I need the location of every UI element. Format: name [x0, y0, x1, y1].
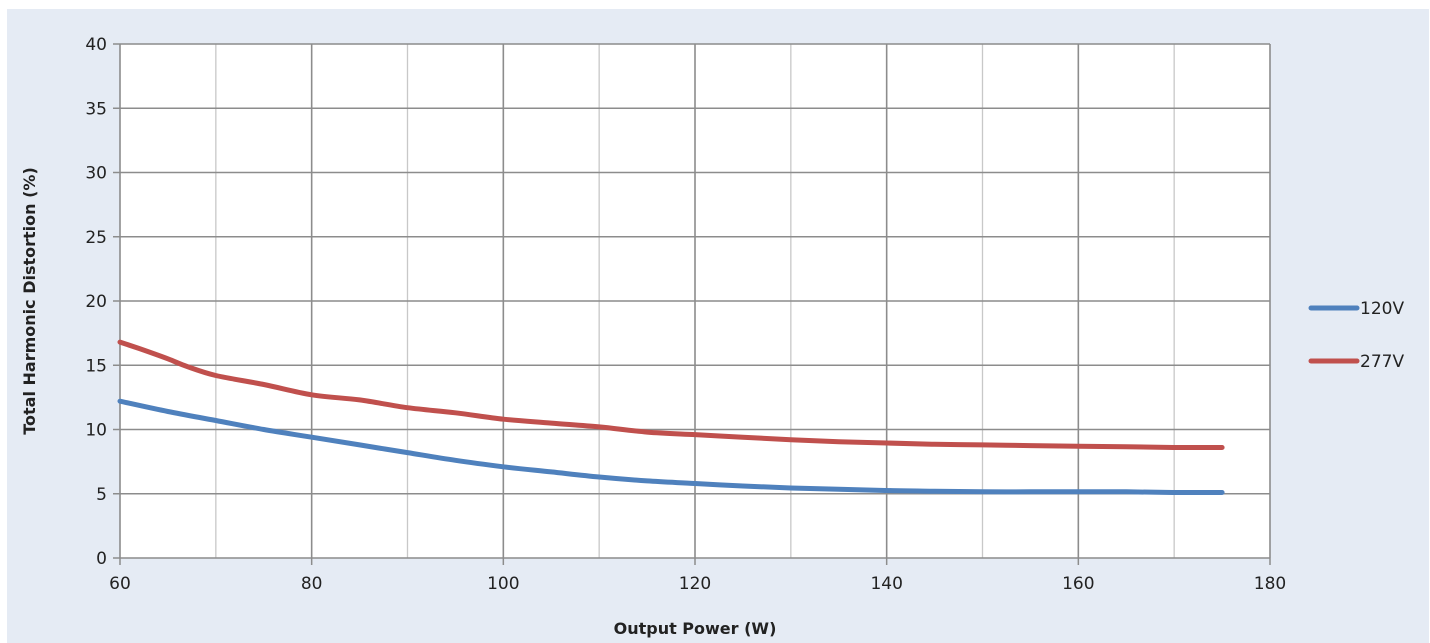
series-line-120V: [117, 398, 1225, 496]
y-axis-title: Total Harmonic Distortion (%): [20, 167, 39, 435]
x-axis-title: Output Power (W): [614, 619, 777, 638]
x-tick-label: 100: [487, 574, 519, 594]
x-tick-label: 120: [679, 574, 711, 594]
chart-area: 0 5 10 15 20 25 30 35 40 60 80 100 120 140 160 180 Outp…: [7, 9, 1429, 643]
series-line-277V: [117, 339, 1225, 451]
x-tick-label: 140: [870, 574, 902, 594]
x-tick-label: 180: [1254, 574, 1286, 594]
y-tick-label: 5: [96, 485, 107, 505]
grid: [120, 43, 1270, 558]
legend-label-277V: 277V: [1360, 352, 1404, 372]
y-tick-label: 30: [85, 164, 107, 184]
y-tick-label: 40: [85, 35, 107, 55]
series-lines: [117, 339, 1225, 496]
y-tick-label: 10: [85, 421, 107, 441]
y-tick-label: 25: [85, 228, 107, 248]
y-tick-label: 15: [85, 356, 107, 376]
line-chart: 0 5 10 15 20 25 30 35 40 60 80 100 120 140 160 180 Outp…: [20, 35, 1404, 638]
y-tick-label: 20: [85, 292, 107, 312]
tick-labels: 0 5 10 15 20 25 30 35 40 60 80 100 120 140 160 180: [85, 35, 1286, 594]
legend: 120V 277V: [1308, 299, 1404, 372]
x-tick-label: 160: [1062, 574, 1094, 594]
y-tick-label: 0: [96, 549, 107, 569]
y-tick-label: 35: [85, 99, 107, 119]
x-tick-label: 80: [301, 574, 323, 594]
x-tick-label: 60: [109, 574, 131, 594]
legend-label-120V: 120V: [1360, 299, 1404, 319]
axes: [113, 43, 1271, 565]
